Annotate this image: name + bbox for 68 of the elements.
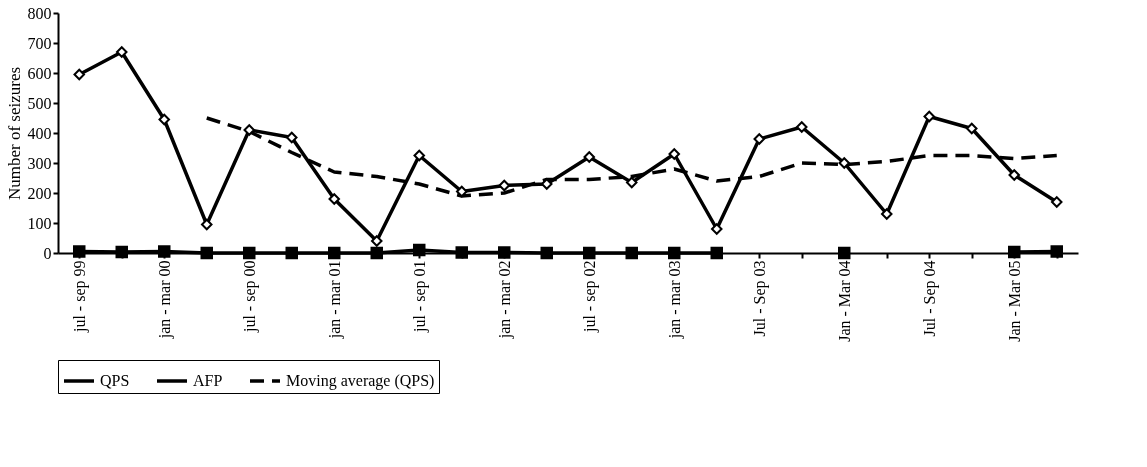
point bbox=[626, 176, 638, 189]
x-tick-label: jul - sep 01 bbox=[410, 260, 429, 334]
point bbox=[881, 208, 893, 220]
point bbox=[838, 157, 850, 169]
x-tick-label: jan - mar 01 bbox=[325, 260, 344, 340]
x-tick-label: Jul - Sep 04 bbox=[920, 260, 939, 337]
point bbox=[328, 193, 340, 205]
point bbox=[158, 113, 170, 126]
point bbox=[583, 246, 596, 260]
point bbox=[201, 218, 213, 231]
point bbox=[286, 131, 298, 144]
point bbox=[413, 243, 426, 257]
point bbox=[73, 245, 86, 258]
x-tick-label: Jan - Mar 04 bbox=[835, 260, 853, 342]
point bbox=[200, 246, 213, 260]
legend-label: Moving average (QPS) bbox=[286, 372, 435, 390]
x-tick-label: jul - sep 99 bbox=[70, 260, 89, 334]
y-tick-label: 700 bbox=[27, 34, 52, 52]
point bbox=[456, 185, 468, 198]
point bbox=[540, 246, 553, 260]
point bbox=[455, 246, 468, 259]
point bbox=[73, 68, 85, 81]
point bbox=[1008, 169, 1020, 181]
point bbox=[1008, 245, 1021, 259]
y-tick-label: 300 bbox=[27, 154, 52, 172]
legend-label: AFP bbox=[193, 372, 223, 389]
point bbox=[668, 246, 681, 260]
x-tick-label: jan - mar 00 bbox=[155, 260, 174, 340]
y-tick-label: 0 bbox=[43, 244, 52, 262]
point bbox=[115, 245, 128, 259]
point bbox=[116, 46, 128, 58]
y-tick-label: 200 bbox=[27, 184, 52, 202]
x-tick-label: jan - mar 02 bbox=[495, 260, 514, 340]
point bbox=[966, 122, 978, 135]
point bbox=[243, 246, 256, 260]
point bbox=[371, 235, 383, 247]
point bbox=[158, 245, 171, 258]
point bbox=[583, 151, 595, 163]
point bbox=[541, 178, 553, 190]
point bbox=[838, 246, 851, 260]
y-axis-title: Number of seizures bbox=[4, 66, 24, 201]
point bbox=[285, 246, 298, 260]
x-tick-label: Jul - Sep 03 bbox=[750, 260, 769, 337]
point bbox=[625, 246, 638, 260]
point bbox=[1051, 196, 1063, 208]
point bbox=[711, 223, 723, 235]
point bbox=[370, 246, 383, 260]
y-tick-label: 800 bbox=[27, 4, 52, 22]
x-tick-label: Jan - Mar 05 bbox=[1005, 260, 1023, 342]
point bbox=[328, 246, 341, 260]
x-tick-label: jul - sep 02 bbox=[580, 260, 599, 334]
point bbox=[753, 133, 765, 145]
point bbox=[668, 148, 680, 160]
point bbox=[710, 246, 723, 260]
point bbox=[498, 179, 510, 192]
x-tick-label: jul - sep 00 bbox=[240, 260, 259, 334]
point bbox=[413, 149, 425, 162]
y-tick-label: 500 bbox=[27, 94, 52, 112]
y-tick-label: 100 bbox=[27, 214, 52, 232]
x-tick-label: jan - mar 03 bbox=[665, 260, 684, 340]
point bbox=[923, 110, 935, 123]
point bbox=[498, 246, 511, 259]
y-tick-label: 600 bbox=[27, 64, 52, 82]
point bbox=[1050, 245, 1063, 258]
legend-label: QPS bbox=[100, 372, 130, 389]
y-tick-label: 400 bbox=[27, 124, 52, 142]
point bbox=[243, 124, 255, 136]
point bbox=[796, 121, 808, 133]
